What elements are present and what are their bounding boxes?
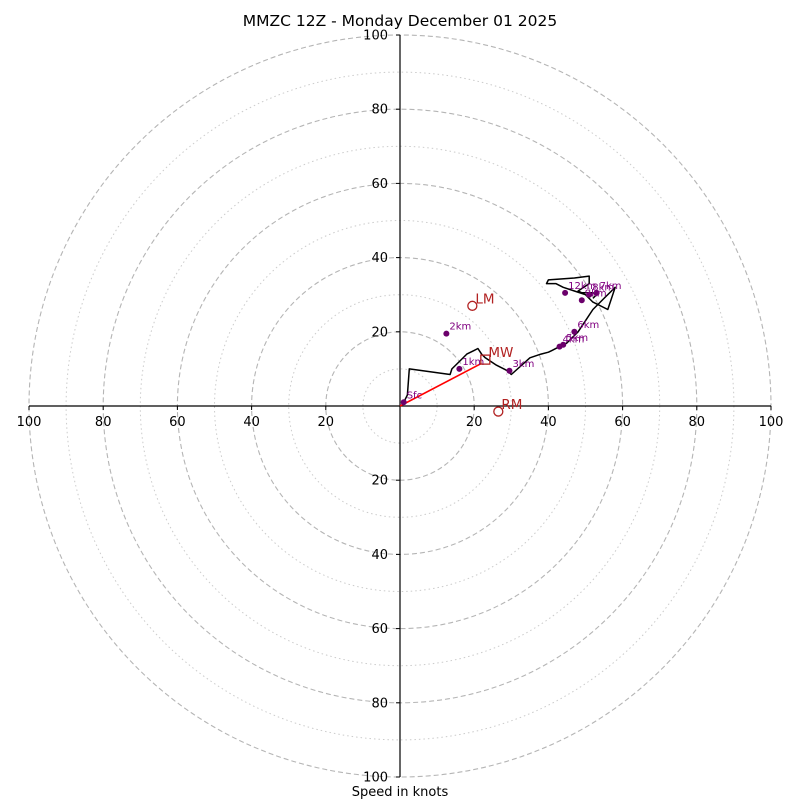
storm-motion-marker xyxy=(467,300,478,311)
y-tick-label: 80 xyxy=(371,103,388,118)
x-axis-label: Speed in knots xyxy=(352,785,449,800)
storm-motion-markers: LM RM MW xyxy=(467,291,522,417)
storm-motion-label: MW xyxy=(488,345,513,361)
height-marker-dot xyxy=(443,330,450,337)
x-tick-label: 40 xyxy=(540,415,557,430)
x-tick-label: 100 xyxy=(17,415,42,430)
y-tick-label: 80 xyxy=(371,696,388,711)
x-tick-label: 60 xyxy=(169,415,186,430)
hodograph-trace xyxy=(403,275,616,403)
y-tick-label: 20 xyxy=(371,474,388,489)
height-marker-label: 4km xyxy=(563,335,585,346)
height-marker-label: Sfc xyxy=(407,390,422,401)
height-marker-label: 5km xyxy=(566,333,588,344)
x-tick-label: 80 xyxy=(689,415,706,430)
height-marker-label: 6km xyxy=(577,320,599,331)
height-marker-label: 7km xyxy=(600,281,622,292)
chart-title: MMZC 12Z - Monday December 01 2025 xyxy=(243,12,557,30)
height-marker-label: 8km xyxy=(592,283,614,294)
mean-wind-marker xyxy=(480,354,491,365)
shear-vector xyxy=(399,362,482,407)
x-tick-label: 20 xyxy=(466,415,483,430)
y-tick-label: 60 xyxy=(371,622,388,637)
height-marker-dot xyxy=(400,399,407,406)
height-marker-dot xyxy=(506,367,513,374)
height-marker-dot xyxy=(571,328,578,335)
storm-motion-label: LM xyxy=(475,291,494,307)
y-tick-label: 60 xyxy=(371,177,388,192)
height-marker-dot xyxy=(593,289,600,296)
x-tick-label: 60 xyxy=(614,415,631,430)
height-marker-dot xyxy=(586,291,593,298)
y-tick-label: 100 xyxy=(363,771,388,786)
x-tick-label: 80 xyxy=(95,415,112,430)
height-marker-label: 1km xyxy=(462,357,484,368)
y-tick-label: 40 xyxy=(371,548,388,563)
shear-vector-line xyxy=(399,362,482,407)
x-tick-label: 100 xyxy=(759,415,784,430)
height-marker-label: 3km xyxy=(512,359,534,370)
y-tick-label: 40 xyxy=(371,251,388,266)
hodograph-line xyxy=(403,275,616,403)
storm-motion-marker xyxy=(493,406,504,417)
y-tick-label: 20 xyxy=(371,325,388,340)
height-marker-dot xyxy=(578,297,585,304)
x-tick-label: 20 xyxy=(318,415,335,430)
height-marker-label: 2km xyxy=(449,322,471,333)
height-marker-dot xyxy=(560,341,567,348)
height-marker-dot xyxy=(562,289,569,296)
height-marker-label: 9km xyxy=(585,288,607,299)
height-marker-dot xyxy=(456,365,463,372)
y-tick-label: 100 xyxy=(363,29,388,44)
tick-labels: 100 80 60 40 20 20 40 60 80 100 100 80 60 40 20 20 40 60 8… xyxy=(17,29,784,786)
x-tick-label: 40 xyxy=(243,415,260,430)
storm-motion-label: RM xyxy=(501,397,522,413)
height-marker-label: 12km xyxy=(568,281,596,292)
